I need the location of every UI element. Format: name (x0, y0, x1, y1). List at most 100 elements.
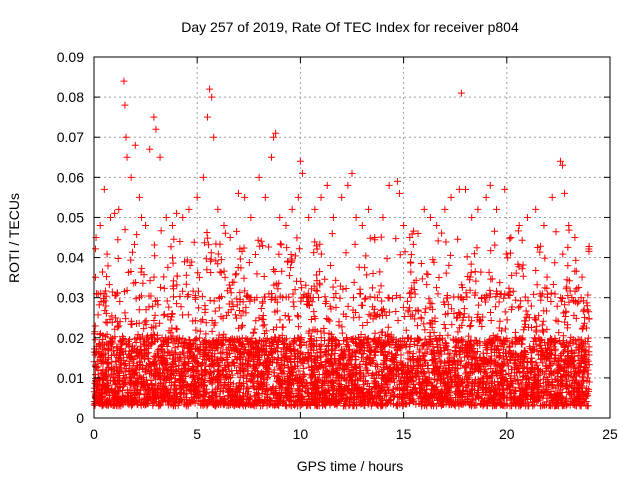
data-point-bg (422, 375, 430, 383)
data-point-bg (242, 356, 250, 364)
data-point-bg (104, 354, 112, 362)
data-point-bg (476, 365, 484, 373)
data-point-bg (163, 343, 171, 351)
data-point-bg (265, 243, 273, 251)
data-point-bg (352, 309, 360, 317)
data-point-bg (176, 238, 184, 246)
data-point-bg (99, 336, 107, 344)
data-point-bg (245, 259, 253, 267)
data-point-bg (151, 392, 159, 400)
data-point-bg (332, 304, 340, 312)
data-point-bg (138, 375, 146, 383)
data-point-bg (363, 271, 371, 279)
data-point-bg (500, 393, 508, 401)
data-point-bg (344, 302, 352, 310)
data-point-bg (171, 344, 179, 352)
data-point-bg (206, 378, 214, 386)
data-point-bg (150, 316, 158, 324)
data-point-bg (97, 330, 105, 338)
data-point-bg (228, 278, 236, 286)
data-point-bg (236, 289, 244, 297)
data-point-bg (543, 325, 551, 333)
data-point-bg (313, 364, 321, 372)
data-point-bg (555, 329, 563, 337)
data-point-bg (564, 372, 572, 380)
data-point-bg (464, 378, 472, 386)
data-point-bg (228, 346, 236, 354)
data-point-bg (141, 353, 149, 361)
data-point-bg (220, 401, 228, 409)
data-point-bg (404, 297, 412, 305)
data-point-bg (564, 262, 572, 270)
data-point-bg (113, 317, 121, 325)
data-point-bg (465, 313, 473, 321)
data-point-bg (400, 363, 408, 371)
data-point-bg (232, 383, 240, 391)
data-point-bg (362, 294, 370, 302)
data-point-bg (371, 305, 379, 313)
data-point-bg (422, 400, 430, 408)
data-point-bg (365, 383, 373, 391)
data-point-bg (408, 230, 416, 238)
data-point-bg (305, 329, 313, 337)
data-point-bg (212, 375, 220, 383)
data-point-bg (471, 336, 479, 344)
data-point-bg (103, 319, 111, 327)
data-point-bg (179, 348, 187, 356)
data-point-bg (181, 338, 189, 346)
data-point-bg (142, 401, 150, 409)
data-point-bg (168, 313, 176, 321)
data-point-bg (407, 312, 415, 320)
data-point-bg (496, 291, 504, 299)
data-point-bg (563, 283, 571, 291)
data-point-bg (463, 368, 471, 376)
data-point-bg (216, 240, 224, 248)
data-point-bg (456, 381, 464, 389)
data-point-bg (288, 257, 296, 265)
data-point-bg (160, 338, 168, 346)
data-point-bg (316, 348, 324, 356)
data-point-bg (179, 342, 187, 350)
data-point-bg (453, 314, 461, 322)
data-point-bg (379, 311, 387, 319)
data-point-bg (359, 301, 367, 309)
data-point-bg (224, 381, 232, 389)
data-point-bg (434, 237, 442, 245)
data-point-bg (418, 275, 426, 283)
data-point-bg (99, 375, 107, 383)
data-point-bg (417, 260, 425, 268)
data-point-bg (354, 383, 362, 391)
data-point-bg (277, 360, 285, 368)
data-point-bg (564, 243, 572, 251)
data-point-bg (478, 322, 486, 330)
data-point-bg (219, 367, 227, 375)
data-point-bg (152, 398, 160, 406)
data-point-bg (242, 400, 250, 408)
data-point-bg (505, 343, 513, 351)
data-point-bg (219, 399, 227, 407)
data-point-bg (384, 338, 392, 346)
data-point-bg (226, 284, 234, 292)
data-point-bg (505, 385, 513, 393)
data-point-bg (338, 323, 346, 331)
data-point-bg (108, 318, 116, 326)
data-point-bg (240, 349, 248, 357)
data-point-bg (335, 381, 343, 389)
data-point-bg (531, 394, 539, 402)
data-point-bg (284, 312, 292, 320)
data-point-bg (303, 300, 311, 308)
data-point-bg (283, 345, 291, 353)
data-point-bg (160, 284, 168, 292)
data-point-bg (94, 357, 102, 365)
data-point-bg (539, 328, 547, 336)
data-point-bg (421, 356, 429, 364)
data-point-bg (299, 400, 307, 408)
data-point-bg (578, 336, 586, 344)
data-point-bg (404, 355, 412, 363)
data-point-bg (546, 341, 554, 349)
data-point-bg (121, 360, 129, 368)
data-point-bg (238, 359, 246, 367)
data-point-bg (520, 347, 528, 355)
data-point-bg (286, 316, 294, 324)
